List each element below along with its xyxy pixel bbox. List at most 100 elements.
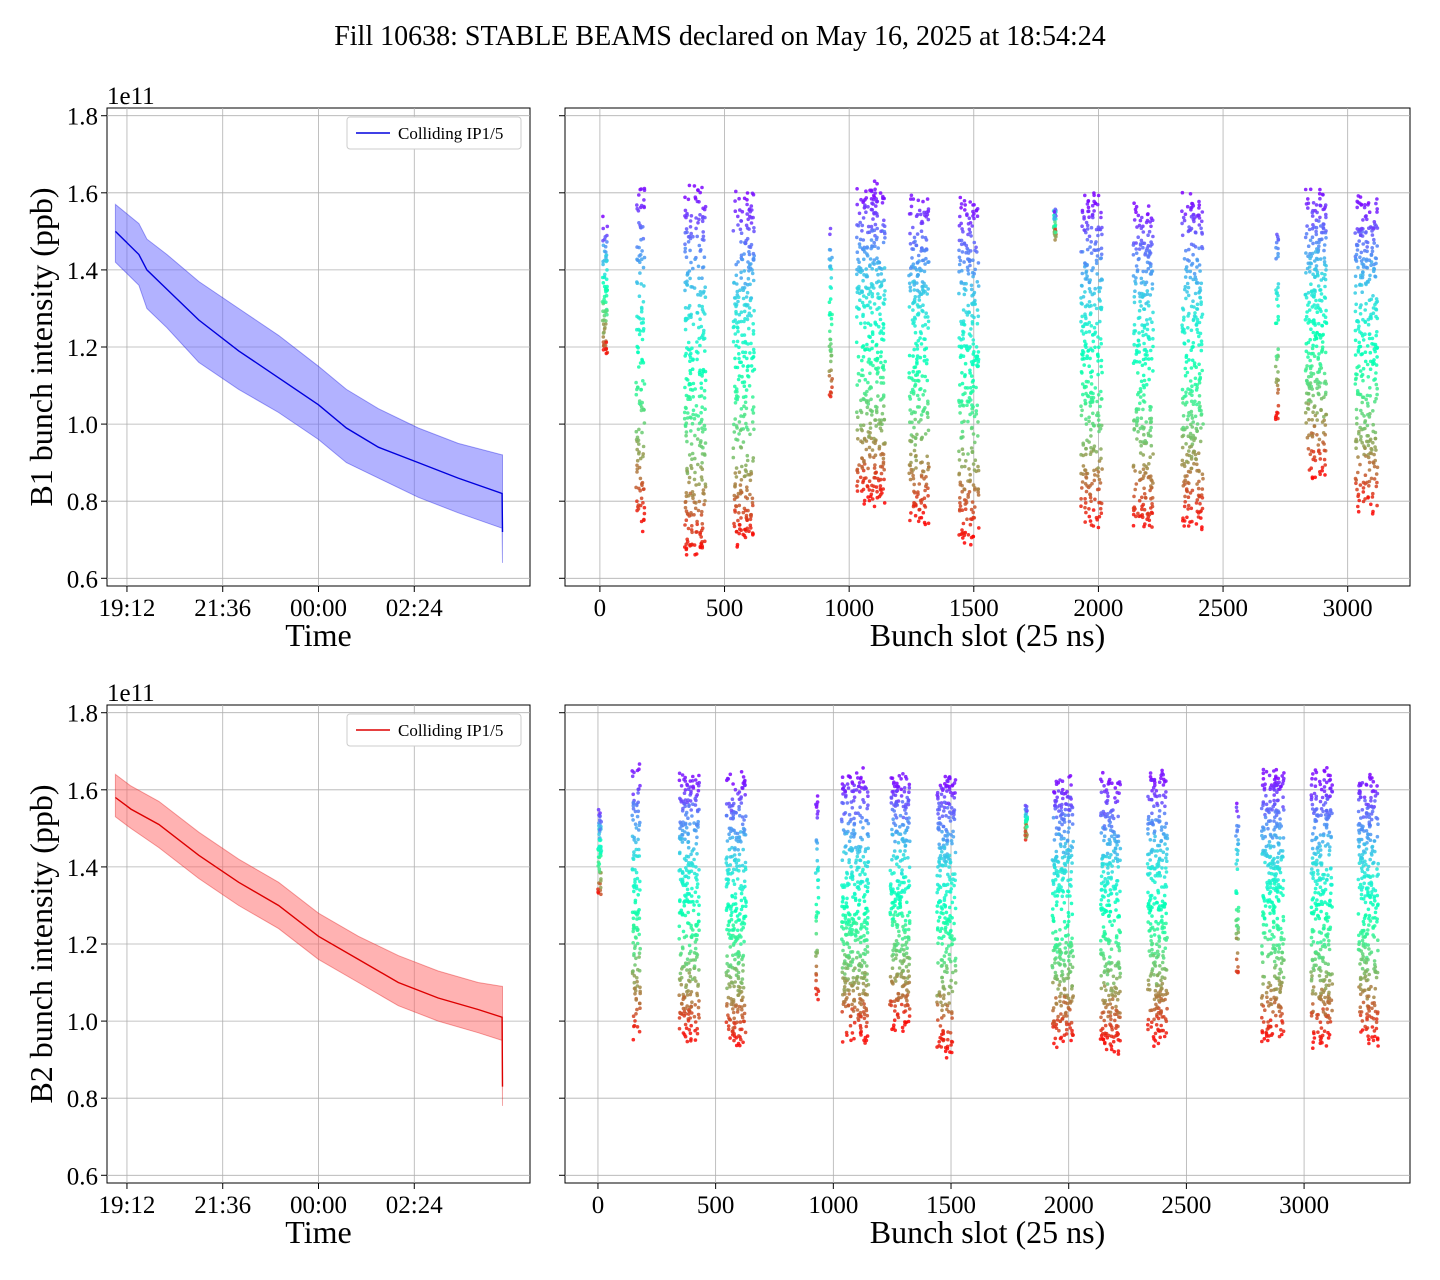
- bunch-point: [734, 1043, 739, 1048]
- bunch-point: [1190, 519, 1194, 524]
- bunch-point: [681, 806, 685, 811]
- bunch-point: [874, 424, 878, 428]
- bunch-point: [701, 234, 706, 239]
- bunch-point: [846, 786, 851, 790]
- bunch-point: [1195, 307, 1200, 311]
- bunch-point: [1150, 269, 1155, 273]
- bunch-point: [1094, 258, 1099, 263]
- bunch-point: [840, 970, 845, 975]
- bunch-point: [864, 927, 869, 931]
- bunch-point: [1131, 506, 1136, 511]
- bunch-point: [1308, 337, 1312, 342]
- bunch-point: [747, 207, 752, 211]
- bunch-point: [1136, 235, 1140, 239]
- bunch-point: [971, 378, 975, 383]
- bunch-point: [857, 784, 861, 789]
- bunch-point: [1310, 210, 1315, 215]
- bunch-point: [842, 906, 847, 911]
- bunch-point: [913, 443, 918, 447]
- bunch-point: [1276, 304, 1280, 308]
- bunch-point: [683, 1006, 688, 1011]
- bunch-point: [727, 832, 731, 836]
- bunch-point: [686, 397, 690, 402]
- bunch-point: [870, 208, 875, 212]
- bunch-point: [635, 203, 639, 207]
- bunch-point: [1081, 392, 1085, 397]
- bunch-point: [872, 240, 876, 245]
- bunch-point: [1366, 455, 1371, 460]
- bunch-point: [751, 347, 756, 352]
- bunch-point: [1201, 476, 1205, 481]
- bunch-point: [912, 347, 916, 352]
- bunch-point: [965, 403, 969, 408]
- bunch-point: [1134, 210, 1138, 214]
- bunch-point: [858, 1023, 863, 1028]
- bunch-point: [1322, 457, 1327, 462]
- bunch-point: [854, 788, 859, 792]
- bunch-point: [1318, 363, 1323, 368]
- bunch-point: [856, 1012, 861, 1017]
- bunch-point: [1148, 264, 1153, 269]
- bunch-point: [922, 210, 926, 215]
- bunch-point: [861, 895, 866, 899]
- bunch-point: [695, 357, 699, 362]
- bunch-point: [872, 258, 877, 262]
- bunch-point: [1313, 413, 1318, 418]
- bunch-point: [1192, 461, 1196, 466]
- bunch-point: [858, 805, 862, 809]
- bunch-point: [862, 988, 866, 993]
- bunch-point: [829, 322, 834, 327]
- bunch-point: [874, 322, 879, 327]
- bunch-point: [1146, 357, 1151, 361]
- bunch-point: [1365, 423, 1370, 428]
- bunch-point: [1131, 523, 1136, 528]
- bunch-point: [1314, 225, 1319, 230]
- bunch-point: [912, 425, 916, 430]
- bunch-point: [631, 801, 636, 806]
- bunch-point: [882, 467, 886, 472]
- bunch-point: [920, 219, 924, 224]
- bunch-point: [736, 491, 741, 496]
- bunch-point: [1093, 497, 1097, 502]
- bunch-point: [639, 225, 643, 230]
- bunch-point: [694, 865, 698, 869]
- bunch-point: [702, 423, 707, 428]
- bunch-point: [698, 293, 703, 297]
- bunch-point: [1086, 380, 1090, 384]
- bunch-point: [741, 775, 746, 779]
- bunch-point: [920, 248, 925, 252]
- bunch-point: [637, 955, 641, 959]
- bunch-point: [852, 816, 856, 821]
- x-tick-label: 19:12: [98, 595, 155, 622]
- bunch-point: [601, 335, 606, 339]
- bunch-point: [1131, 243, 1136, 247]
- bunch-point: [905, 998, 909, 1003]
- bunch-point: [844, 876, 848, 880]
- bunch-point: [963, 373, 967, 377]
- bunch-point: [925, 454, 929, 459]
- bunch-point: [872, 179, 877, 183]
- bunch-point: [1313, 259, 1317, 263]
- bunch-point: [921, 258, 926, 263]
- bunch-point: [700, 219, 705, 224]
- bunch-point: [635, 979, 639, 984]
- bunch-point: [1093, 473, 1097, 477]
- bunch-point: [1276, 387, 1281, 392]
- bunch-point: [1140, 495, 1144, 500]
- bunch-point: [866, 321, 870, 326]
- bunch-point: [679, 784, 684, 788]
- bunch-point: [1373, 342, 1378, 347]
- bunch-point: [957, 336, 961, 340]
- bunch-point: [677, 924, 682, 929]
- bunch-point: [904, 951, 909, 956]
- bunch-point: [736, 299, 740, 304]
- bunch-point: [1096, 393, 1101, 397]
- bunch-point: [968, 230, 972, 235]
- bunch-point: [1186, 495, 1191, 500]
- bunch-point: [901, 924, 905, 929]
- bunch-point: [926, 207, 931, 211]
- bunch-point: [1360, 440, 1364, 445]
- bunch-point: [1134, 264, 1139, 268]
- bunch-point: [879, 283, 884, 288]
- bunch-point: [864, 984, 868, 988]
